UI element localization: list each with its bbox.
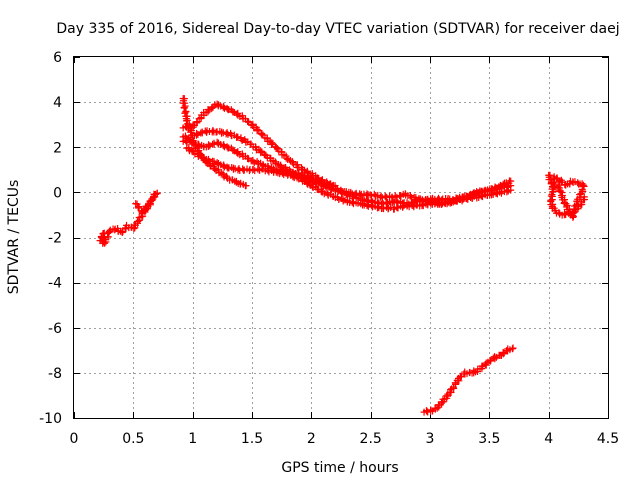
series-track-late-right xyxy=(545,171,588,221)
data-point-marker xyxy=(555,184,563,192)
data-point-marker xyxy=(374,203,382,211)
x-axis-label: GPS time / hours xyxy=(281,460,398,476)
x-tick-label: 1.5 xyxy=(241,431,263,447)
data-point-marker xyxy=(507,186,515,194)
series-track-e xyxy=(179,136,339,190)
data-point-marker xyxy=(209,127,217,135)
x-tick-label: 3.5 xyxy=(478,431,500,447)
data-point-marker xyxy=(359,200,367,208)
data-point-marker xyxy=(223,104,231,112)
y-tick-label: 0 xyxy=(53,185,62,201)
data-layer xyxy=(96,95,588,416)
data-point-marker xyxy=(467,193,475,201)
data-point-marker xyxy=(556,188,564,196)
y-axis-label: SDTVAR / TECUs xyxy=(6,180,22,295)
data-point-marker xyxy=(223,143,231,151)
data-point-marker xyxy=(399,203,407,211)
data-point-marker xyxy=(489,354,497,362)
chart-title: Day 335 of 2016, Sidereal Day-to-day VTE… xyxy=(56,21,619,37)
x-tick-label: 4.5 xyxy=(597,431,619,447)
series-track-b xyxy=(179,100,515,208)
data-point-marker xyxy=(562,200,570,208)
data-point-marker xyxy=(438,399,446,407)
data-point-marker xyxy=(105,227,113,235)
x-tick-label: 4 xyxy=(544,431,553,447)
data-point-marker xyxy=(338,189,346,197)
x-tick-label: 3 xyxy=(426,431,435,447)
data-point-marker xyxy=(580,193,588,201)
tick-label-layer: 0 0.5 1 1.5 2 2.5 3 3.5 4 4.5 -10 -8 -6 -4 -2 0 2 4 6 xyxy=(39,50,619,447)
data-point-marker xyxy=(204,106,212,114)
data-point-marker xyxy=(509,344,517,352)
y-tick-label: 2 xyxy=(53,140,62,156)
y-tick-label: -2 xyxy=(48,231,62,247)
data-point-marker xyxy=(470,367,478,375)
data-point-marker xyxy=(331,182,339,190)
data-point-marker xyxy=(575,180,583,188)
data-point-marker xyxy=(272,143,280,151)
data-point-marker xyxy=(242,182,250,190)
x-tick-label: 0.5 xyxy=(122,431,144,447)
data-point-marker xyxy=(229,107,237,115)
data-point-marker xyxy=(101,239,109,247)
y-tick-label: -10 xyxy=(39,411,62,427)
y-tick-label: -4 xyxy=(48,276,62,292)
y-tick-label: -6 xyxy=(48,321,62,337)
data-point-marker xyxy=(244,117,252,125)
tick-layer xyxy=(74,57,609,419)
data-point-marker xyxy=(580,181,588,189)
data-point-marker xyxy=(208,104,216,112)
data-point-marker xyxy=(104,233,112,241)
x-tick-label: 1 xyxy=(188,431,197,447)
series-track-low xyxy=(420,344,517,416)
data-point-marker xyxy=(196,149,204,157)
y-tick-label: 4 xyxy=(53,95,62,111)
x-tick-label: 0 xyxy=(70,431,79,447)
series-track-early xyxy=(96,189,161,247)
grid-layer xyxy=(74,57,608,418)
data-point-marker xyxy=(576,191,584,199)
y-tick-label: 6 xyxy=(53,50,62,66)
x-tick-label: 2 xyxy=(307,431,316,447)
data-point-marker xyxy=(132,200,140,208)
data-point-marker xyxy=(258,130,266,138)
data-point-marker xyxy=(289,168,297,176)
y-tick-label: -8 xyxy=(48,366,62,382)
data-point-marker xyxy=(229,146,237,154)
data-point-marker xyxy=(244,154,252,162)
x-tick-label: 2.5 xyxy=(360,431,382,447)
plot-frame xyxy=(73,56,609,419)
data-point-marker xyxy=(260,150,268,158)
data-point-marker xyxy=(363,190,371,198)
